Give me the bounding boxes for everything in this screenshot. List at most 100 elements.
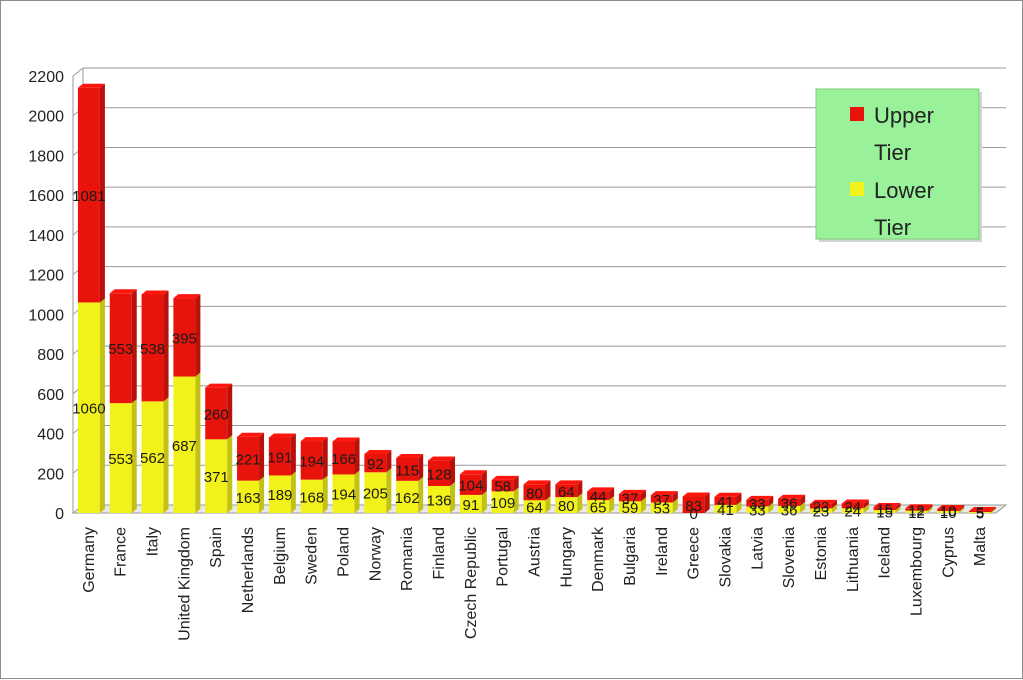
y-tick-label: 200 — [37, 466, 64, 483]
data-label: 5 — [976, 506, 984, 523]
data-label: 41 — [717, 494, 734, 511]
bar-side — [259, 476, 265, 513]
bar-lower — [778, 505, 801, 513]
data-label: 128 — [427, 466, 452, 483]
bar-top — [714, 492, 742, 497]
bar-top — [841, 499, 869, 504]
bar-top — [205, 383, 233, 388]
gridline-side — [72, 67, 84, 77]
bar-side — [481, 470, 487, 495]
bar-lower — [173, 376, 196, 513]
bar-lower — [714, 504, 737, 513]
bar-side — [577, 493, 583, 513]
bar-upper — [873, 507, 896, 511]
bar-lower — [332, 474, 355, 513]
bar-side — [959, 507, 965, 513]
bar-side — [768, 502, 774, 513]
x-tick-label: Luxembourg — [908, 527, 925, 616]
bar-lower — [555, 497, 578, 513]
bar-top — [587, 487, 615, 492]
data-label: 53 — [653, 501, 670, 518]
bar-side — [800, 494, 806, 506]
bar-upper — [300, 441, 323, 480]
bar-upper — [173, 298, 196, 377]
x-tick-label: Slovakia — [717, 527, 734, 588]
data-label: 553 — [108, 341, 133, 358]
data-label: 36 — [781, 502, 798, 519]
bar-top — [237, 432, 265, 437]
bar-top — [77, 83, 105, 88]
data-label: 1081 — [72, 188, 105, 205]
bar-upper — [618, 493, 641, 502]
bar-upper — [746, 499, 769, 507]
bar-top — [937, 505, 965, 510]
data-label: 5 — [976, 505, 984, 522]
bar-side — [195, 372, 201, 513]
y-tick-label: 800 — [37, 347, 64, 364]
x-tick-label: Germany — [81, 527, 98, 593]
bar-lower — [937, 511, 960, 513]
bar-lower — [300, 479, 323, 513]
bar-side — [927, 506, 933, 513]
data-label: 10 — [940, 505, 957, 522]
bar-upper — [714, 496, 737, 505]
bar-side — [895, 503, 901, 511]
x-tick-label: Netherlands — [240, 527, 257, 613]
data-label: 65 — [590, 500, 607, 517]
bar-top — [300, 437, 328, 442]
legend-label: Tier — [874, 140, 911, 165]
bar-lower — [969, 512, 992, 513]
bar-top — [873, 503, 901, 508]
bar-lower — [205, 439, 228, 513]
bar-top — [141, 290, 169, 295]
bar-side — [991, 507, 997, 513]
y-tick-label: 1600 — [28, 188, 64, 205]
bar-top — [459, 470, 487, 475]
x-tick-label: Poland — [336, 527, 353, 577]
legend-label: Upper — [874, 103, 934, 128]
data-label: 562 — [140, 450, 165, 467]
bar-upper — [937, 509, 960, 512]
bar-side — [322, 475, 328, 513]
data-label: 395 — [172, 330, 197, 347]
bar-lower — [746, 506, 769, 513]
bar-side — [131, 399, 137, 513]
bar-side — [99, 83, 105, 303]
bar-upper — [682, 496, 705, 513]
data-label: 59 — [622, 500, 639, 517]
bar-side — [290, 471, 296, 513]
bar-side — [991, 508, 997, 513]
data-label: 10 — [940, 503, 957, 520]
data-label: 168 — [299, 489, 324, 506]
bar-top — [618, 489, 646, 494]
bar-side — [481, 490, 487, 513]
x-tick-label: Cyprus — [940, 527, 957, 578]
bar-upper — [969, 511, 992, 513]
y-tick-label: 400 — [37, 427, 64, 444]
data-label: 0 — [689, 506, 697, 523]
bar-top — [523, 480, 551, 485]
x-tick-label: Latvia — [749, 527, 766, 570]
y-tick-label: 1400 — [28, 228, 64, 245]
bar-side — [450, 456, 456, 486]
data-label: 553 — [108, 451, 133, 468]
bar-side — [577, 480, 583, 498]
x-tick-label: Bulgaria — [622, 527, 639, 586]
x-tick-label: Malta — [972, 527, 989, 566]
data-label: 33 — [749, 503, 766, 520]
x-tick-label: Austria — [527, 527, 544, 577]
bar-top — [268, 433, 296, 438]
x-tick-label: Portugal — [495, 527, 512, 587]
bar-top — [778, 494, 806, 499]
bar-side — [99, 298, 105, 513]
data-label: 538 — [140, 341, 165, 358]
bar-lower — [809, 508, 832, 513]
bar-upper — [905, 508, 928, 511]
data-label: 80 — [558, 498, 575, 515]
data-label: 162 — [395, 490, 420, 507]
bar-side — [640, 497, 646, 513]
bar-lower — [618, 501, 641, 513]
x-tick-label: Slovenia — [781, 527, 798, 588]
legend-label: Tier — [874, 215, 911, 240]
